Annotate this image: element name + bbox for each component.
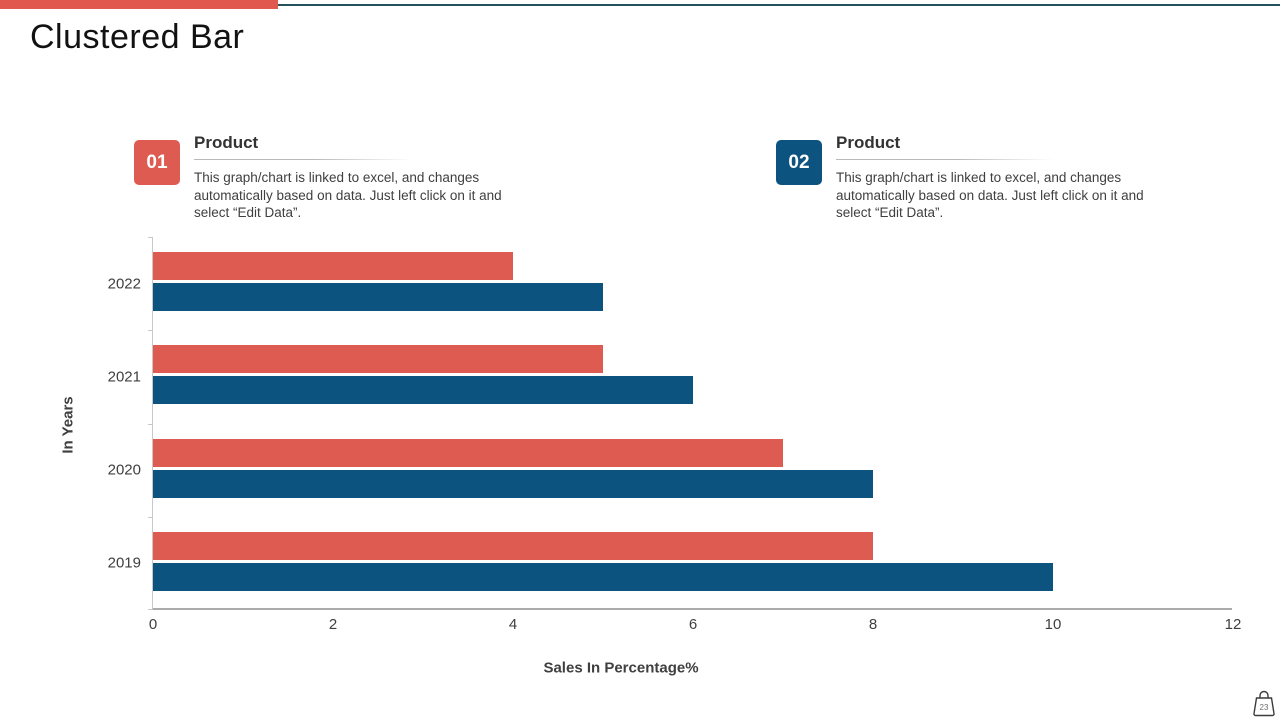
bar-product-01-2020 [153, 438, 783, 467]
top-accent-bar [0, 0, 278, 9]
page-number-bag: 23 [1251, 689, 1277, 717]
x-tick-label: 4 [508, 616, 518, 633]
y-axis-tick [148, 330, 153, 332]
y-axis-tick [148, 237, 153, 238]
x-tick-label: 12 [1224, 616, 1242, 633]
bar-product-02-2019 [153, 562, 1053, 591]
shopping-bag-icon [1253, 690, 1275, 717]
x-axis-title: Sales In Percentage% [543, 659, 699, 677]
bar-product-01-2022 [153, 252, 513, 280]
clustered-bar-chart: 2022 2021 2020 2019 0 2 4 6 8 10 12 [108, 237, 1241, 633]
callout-01-body: This graph/chart is linked to excel, and… [194, 170, 502, 220]
category-label: 2021 [107, 368, 141, 386]
callout-01-badge: 01 [134, 140, 180, 185]
bar-product-02-2020 [153, 469, 873, 498]
slide-title: Clustered Bar [30, 18, 245, 56]
bar-product-02-2022 [153, 283, 603, 311]
bar-product-01-2021 [153, 345, 603, 374]
page-number: 23 [1259, 703, 1269, 712]
x-tick-label: 8 [868, 616, 878, 633]
y-axis-title: In Years [59, 396, 77, 454]
category-label: 2022 [107, 275, 141, 293]
x-tick-label: 10 [1044, 616, 1062, 633]
callout-02-badge: 02 [776, 140, 822, 185]
y-axis-tick [148, 609, 153, 610]
category-label: 2019 [107, 554, 141, 572]
x-tick-label: 0 [148, 616, 158, 633]
bar-product-02-2021 [153, 376, 693, 405]
x-tick-label: 6 [688, 616, 698, 633]
callout-01-divider [194, 159, 412, 160]
callout-02-body: This graph/chart is linked to excel, and… [836, 170, 1144, 220]
y-axis-tick [148, 423, 153, 425]
category-label: 2020 [107, 461, 141, 479]
x-tick-label: 2 [328, 616, 338, 633]
callout-02-divider [836, 159, 1054, 160]
top-accent-line [278, 4, 1280, 6]
callout-02-heading: Product [836, 133, 901, 152]
y-axis-tick [148, 516, 153, 518]
bar-product-01-2019 [153, 531, 873, 560]
callout-01-heading: Product [194, 133, 259, 152]
